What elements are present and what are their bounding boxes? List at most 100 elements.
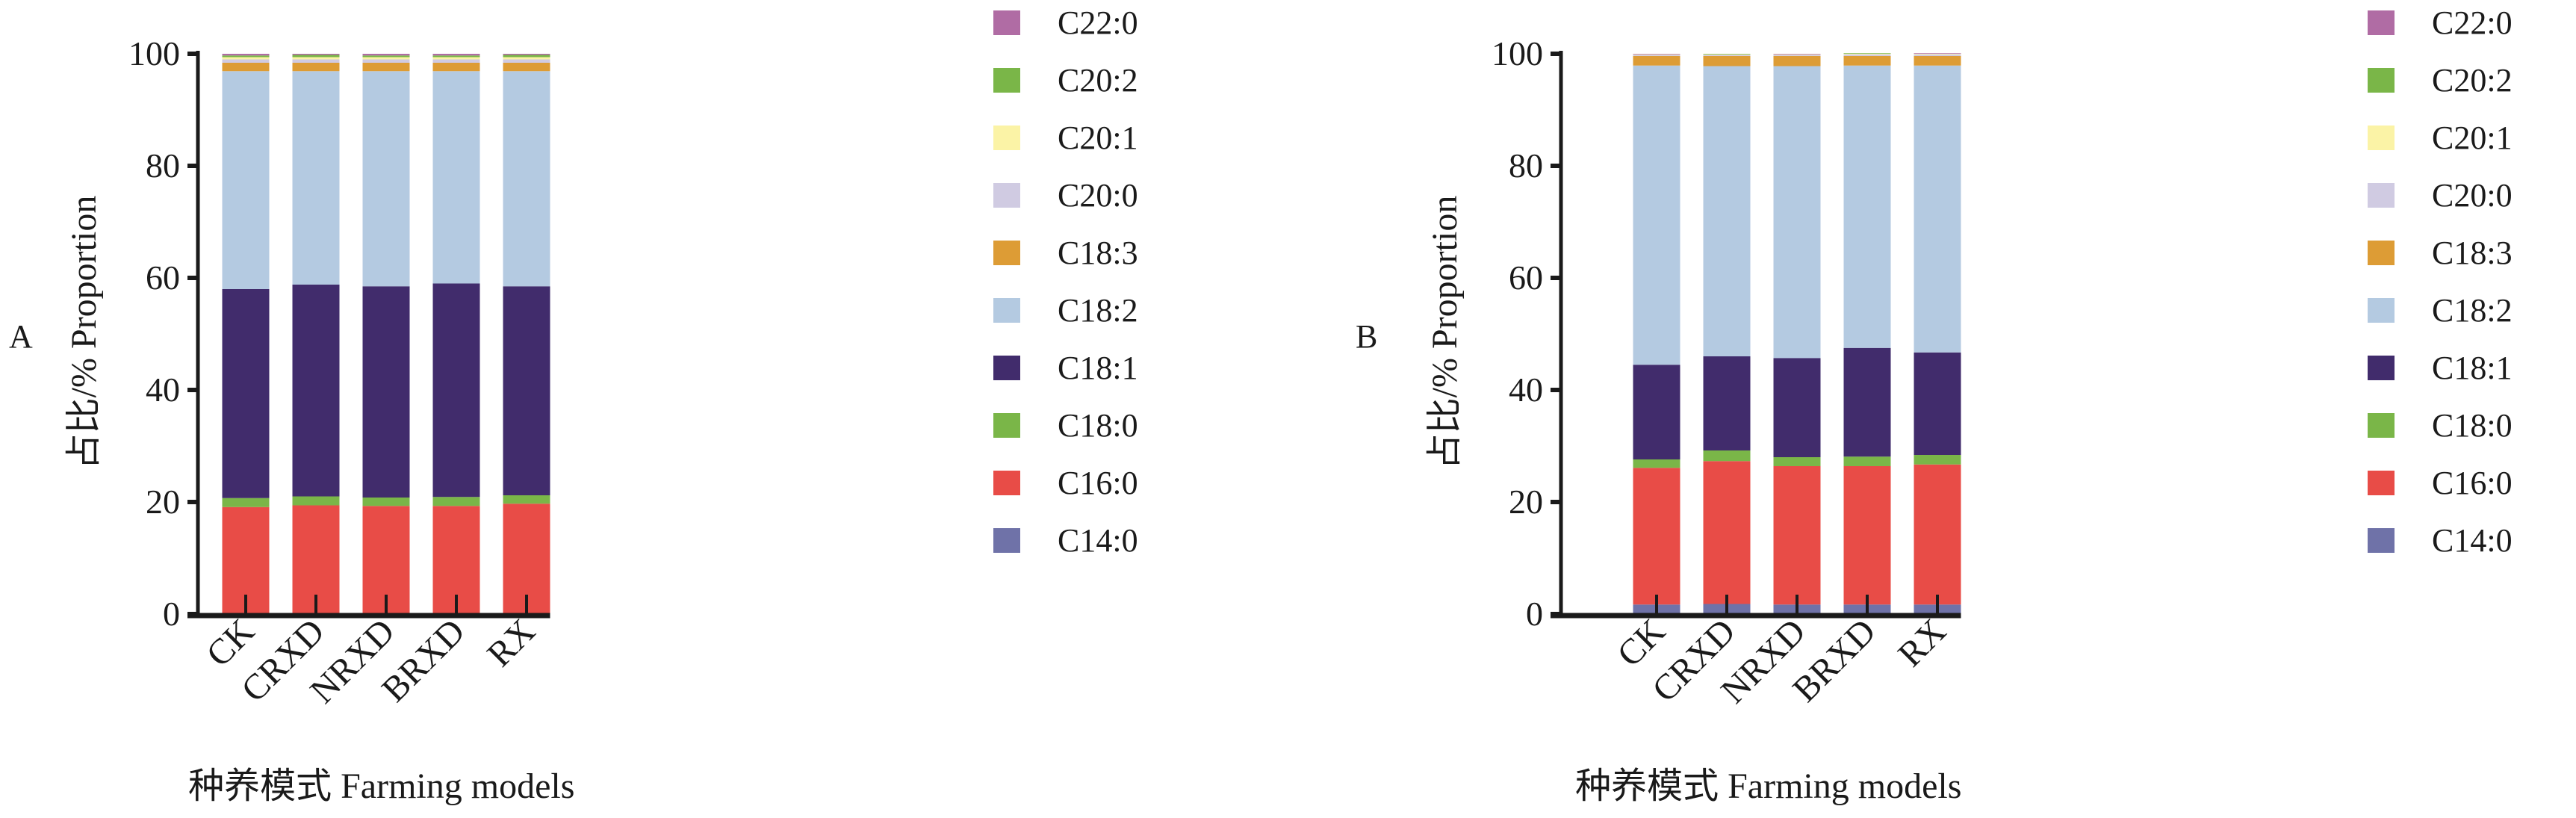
bar-segment-C20-0 bbox=[1773, 55, 1821, 56]
legend-item-C22-0: C22:0 bbox=[993, 4, 1138, 41]
bar-segment-C18-0 bbox=[503, 495, 550, 504]
bar-segment-C18-2 bbox=[1914, 65, 1961, 353]
y-axis-title: 占比/% Proportion bbox=[1425, 196, 1465, 470]
legend-item-C14-0: C14:0 bbox=[2368, 522, 2513, 559]
legend-item-C22-0: C22:0 bbox=[2368, 4, 2513, 41]
legend-swatch bbox=[2368, 413, 2395, 438]
legend-item-C18-1: C18:1 bbox=[993, 350, 1138, 386]
bar-segment-C20-1 bbox=[292, 57, 340, 60]
bar-segment-C18-3 bbox=[432, 63, 480, 72]
bar-segment-C18-1 bbox=[1703, 356, 1751, 450]
bar-segment-C18-1 bbox=[503, 286, 550, 495]
bar-stack-ck bbox=[222, 54, 270, 614]
bar-segment-C18-2 bbox=[1703, 66, 1751, 356]
legend-label: C16:0 bbox=[1058, 465, 1138, 501]
legend-item-C20-0: C20:0 bbox=[2368, 177, 2513, 214]
bar-stack-brxd bbox=[432, 54, 480, 614]
y-tick-label: 60 bbox=[146, 258, 180, 297]
bar-segment-C18-0 bbox=[362, 498, 410, 506]
bar-segment-C20-1 bbox=[503, 57, 550, 60]
legend-label: C20:2 bbox=[1058, 62, 1138, 99]
bar-segment-C16-0 bbox=[1914, 464, 1961, 605]
legend-label: C18:1 bbox=[1058, 350, 1138, 386]
legend-item-C18-0: C18:0 bbox=[993, 407, 1138, 444]
bar-segment-C20-1 bbox=[1843, 54, 1891, 55]
y-tick-label: 40 bbox=[1509, 371, 1543, 409]
bar-segment-C20-2 bbox=[362, 55, 410, 58]
legend-item-C20-0: C20:0 bbox=[993, 177, 1138, 214]
bar-segment-C18-3 bbox=[362, 63, 410, 72]
legend: C22:0 C20:2 C20:1 C20:0 C18:3 C18:2 C18:1 C18:0… bbox=[2368, 4, 2513, 559]
legend: C22:0 C20:2 C20:1 C20:0 C18:3 C18:2 C18:1 C18:0… bbox=[993, 4, 1138, 559]
bar-segment-C18-3 bbox=[1914, 56, 1961, 66]
y-tick-label: 80 bbox=[146, 146, 180, 185]
y-axis-title: 占比/% Proportion bbox=[64, 196, 104, 470]
bar-segment-C20-0 bbox=[222, 59, 270, 63]
bar-segment-C22-0 bbox=[362, 54, 410, 56]
y-tick-label: 0 bbox=[163, 595, 180, 633]
bar-stack-nrxd bbox=[1773, 54, 1821, 614]
legend-label: C20:2 bbox=[2432, 62, 2513, 99]
legend-label: C18:2 bbox=[1058, 292, 1138, 329]
bar-segment-C20-2 bbox=[222, 55, 270, 58]
y-tick-label: 100 bbox=[128, 34, 180, 72]
bar-segment-C20-2 bbox=[503, 55, 550, 58]
legend-swatch bbox=[2368, 241, 2395, 265]
bar-segment-C20-1 bbox=[222, 57, 270, 60]
x-tick-label: RX bbox=[479, 611, 543, 675]
legend-item-C18-0: C18:0 bbox=[2368, 407, 2513, 444]
bar-segment-C18-1 bbox=[1843, 347, 1891, 457]
bar-segment-C22-0 bbox=[1633, 54, 1680, 55]
bar-segment-C18-2 bbox=[1633, 65, 1680, 365]
legend-label: C18:0 bbox=[2432, 407, 2513, 444]
bar-segment-C22-0 bbox=[1914, 53, 1961, 54]
legend-swatch bbox=[2368, 471, 2395, 495]
bar-segment-C16-0 bbox=[1633, 468, 1680, 605]
y-tick-label: 20 bbox=[1509, 483, 1543, 521]
bar-segment-C20-1 bbox=[1914, 54, 1961, 55]
bar-segment-C22-0 bbox=[432, 54, 480, 56]
bar-segment-C16-0 bbox=[1773, 466, 1821, 605]
bar-segment-C18-1 bbox=[1633, 365, 1680, 459]
bar-segment-C18-3 bbox=[1773, 56, 1821, 66]
bar-segment-C18-2 bbox=[1843, 65, 1891, 348]
legend-swatch bbox=[2368, 10, 2395, 35]
bar-segment-C18-0 bbox=[292, 496, 340, 506]
bar-segment-C20-2 bbox=[1703, 54, 1751, 55]
bar-segment-C18-3 bbox=[1703, 56, 1751, 66]
bar-segment-C20-0 bbox=[1633, 55, 1680, 56]
legend-swatch bbox=[993, 10, 1020, 35]
bar-segment-C18-1 bbox=[1914, 352, 1961, 455]
legend-label: C22:0 bbox=[2432, 4, 2513, 41]
bar-segment-C20-2 bbox=[1843, 53, 1891, 54]
legend-label: C14:0 bbox=[2432, 522, 2513, 559]
legend-swatch bbox=[993, 68, 1020, 93]
y-tick-label: 60 bbox=[1509, 258, 1543, 297]
legend-item-C20-2: C20:2 bbox=[993, 62, 1138, 99]
bar-segment-C20-0 bbox=[1843, 54, 1891, 56]
legend-item-C16-0: C16:0 bbox=[993, 465, 1138, 501]
bar-segment-C18-3 bbox=[292, 63, 340, 72]
bar-stack-ck bbox=[1633, 54, 1680, 614]
bar-segment-C18-0 bbox=[1843, 456, 1891, 466]
legend-label: C20:1 bbox=[1058, 120, 1138, 156]
legend-swatch bbox=[993, 183, 1020, 208]
bar-stack-brxd bbox=[1843, 53, 1891, 614]
legend-item-C20-1: C20:1 bbox=[2368, 120, 2513, 156]
y-tick-label: 80 bbox=[1509, 146, 1543, 185]
bar-segment-C20-0 bbox=[432, 59, 480, 63]
legend-label: C20:0 bbox=[2432, 177, 2513, 214]
legend-swatch bbox=[993, 241, 1020, 265]
bar-segment-C18-1 bbox=[1773, 358, 1821, 457]
legend-label: C14:0 bbox=[1058, 522, 1138, 559]
bar-segment-C20-2 bbox=[292, 55, 340, 58]
legend-label: C18:3 bbox=[1058, 235, 1138, 271]
legend-item-C18-2: C18:2 bbox=[2368, 292, 2513, 329]
bar-segment-C20-1 bbox=[362, 57, 410, 60]
bar-stack-rx bbox=[503, 54, 550, 614]
legend-swatch bbox=[2368, 528, 2395, 553]
bar-segment-C20-1 bbox=[432, 57, 480, 60]
bar-segment-C18-0 bbox=[1773, 457, 1821, 466]
bar-segment-C18-2 bbox=[432, 71, 480, 284]
